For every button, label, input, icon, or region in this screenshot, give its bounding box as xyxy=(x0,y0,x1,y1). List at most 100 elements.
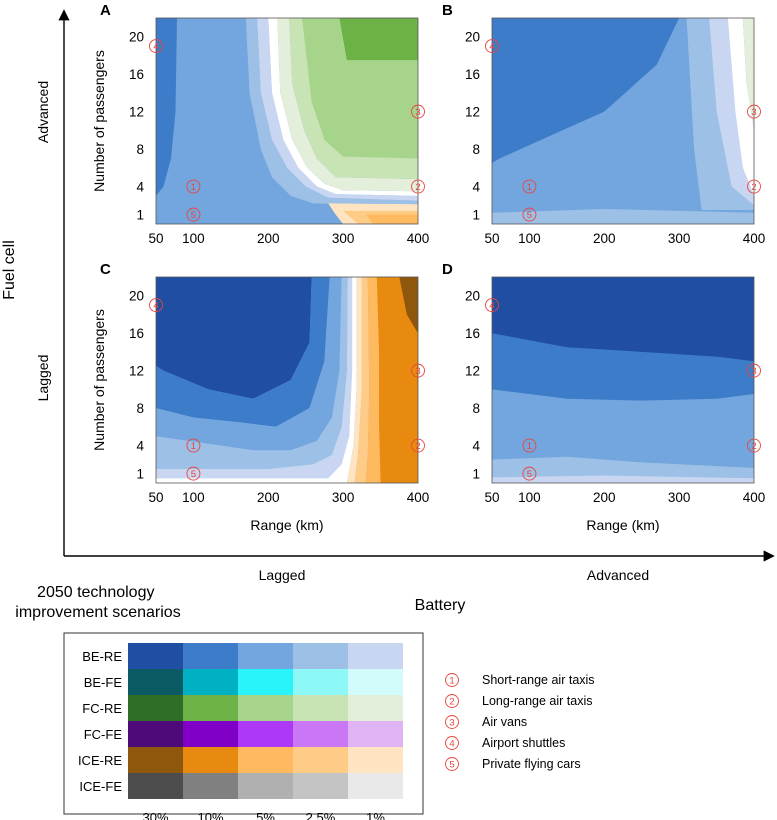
y-tick-label: 1 xyxy=(472,467,480,482)
y-tick-label: 8 xyxy=(136,142,144,157)
panel-frame xyxy=(155,276,419,484)
contour-band xyxy=(156,277,342,451)
legend-row-label: BE-RE xyxy=(82,649,122,664)
svg-text:3: 3 xyxy=(415,107,420,118)
x-tick-label: 100 xyxy=(518,490,541,505)
svg-text:2: 2 xyxy=(415,441,420,452)
y-axis-label: Number of passengers xyxy=(91,50,107,192)
row-label-lagged: Lagged xyxy=(35,355,51,402)
x-tick-label: 100 xyxy=(182,231,205,246)
y-outer-label: Fuel cell xyxy=(1,240,18,300)
x-tick-label: 50 xyxy=(484,490,499,505)
y-tick-label: 4 xyxy=(472,180,480,195)
contour-band xyxy=(354,277,370,483)
contour-band xyxy=(727,18,754,196)
x-tick-label: 200 xyxy=(257,490,280,505)
col-label-lagged: Lagged xyxy=(259,567,306,583)
svg-text:5: 5 xyxy=(527,469,532,480)
contour-band xyxy=(346,277,362,483)
x-tick-label: 400 xyxy=(407,490,430,505)
x-tick-label: 50 xyxy=(148,490,163,505)
legend-swatch xyxy=(348,773,403,799)
y-tick-label: 20 xyxy=(129,30,144,45)
legend-swatch xyxy=(293,721,348,747)
marker: 2 xyxy=(747,438,761,453)
legend-swatch xyxy=(128,695,183,721)
marker-legend-item: 3 Air vans xyxy=(445,715,527,729)
y-tick-label: 4 xyxy=(472,439,480,454)
marker: 3 xyxy=(747,363,761,378)
marker: 5 xyxy=(522,207,537,222)
x-tick-label: 400 xyxy=(743,490,766,505)
y-tick-label: 4 xyxy=(136,439,144,454)
x-tick-label: 200 xyxy=(257,231,280,246)
legend-swatch xyxy=(348,643,403,669)
contour-band xyxy=(492,209,754,224)
svg-text:5: 5 xyxy=(191,210,196,221)
y-tick-label: 8 xyxy=(472,142,480,157)
legend-swatch xyxy=(183,773,238,799)
svg-text:5: 5 xyxy=(527,210,532,221)
svg-text:3: 3 xyxy=(415,366,420,377)
legend-swatch xyxy=(348,669,403,695)
x-tick-label: 50 xyxy=(148,231,163,246)
marker: 4 xyxy=(149,298,163,313)
svg-text:4: 4 xyxy=(489,42,494,53)
svg-text:3: 3 xyxy=(751,366,756,377)
x-tick-label: 100 xyxy=(518,231,541,246)
legend-swatch xyxy=(238,747,293,773)
marker: 2 xyxy=(747,179,761,194)
legend-frame xyxy=(63,632,424,815)
x-tick-label: 300 xyxy=(332,490,355,505)
legend-swatch xyxy=(238,695,293,721)
contour-band xyxy=(156,277,330,427)
y-tick-label: 1 xyxy=(136,467,144,482)
marker-legend-item: 2 Long-range air taxis xyxy=(445,694,592,708)
svg-text:Airport shuttles: Airport shuttles xyxy=(482,736,565,750)
row-label-advanced: Advanced xyxy=(35,81,51,143)
x-outer-label: Battery xyxy=(415,597,466,614)
legend-swatch xyxy=(348,721,403,747)
contour-band xyxy=(156,277,353,479)
x-tick-label: 400 xyxy=(407,231,430,246)
x-tick-label: 50 xyxy=(484,231,499,246)
contour-band xyxy=(365,214,418,224)
legend-level-label: 10% xyxy=(197,810,223,820)
marker: 4 xyxy=(485,39,499,54)
y-tick-label: 20 xyxy=(465,30,480,45)
svg-text:2: 2 xyxy=(751,441,756,452)
y-tick-label: 20 xyxy=(129,289,144,304)
x-axis-label: Range (km) xyxy=(250,517,323,533)
contour-band xyxy=(156,277,312,399)
marker: 3 xyxy=(411,363,425,378)
legend-swatch xyxy=(183,695,238,721)
y-tick-label: 12 xyxy=(129,364,144,379)
marker-legend-item: 4 Airport shuttles xyxy=(445,736,565,750)
legend-row-label: FC-FE xyxy=(84,727,123,742)
marker-legend-item: 5 Private flying cars xyxy=(445,757,581,771)
legend-swatch xyxy=(348,695,403,721)
x-tick-label: 200 xyxy=(593,490,616,505)
y-tick-label: 1 xyxy=(472,208,480,223)
legend-swatch xyxy=(128,643,183,669)
y-tick-label: 16 xyxy=(129,326,144,341)
x-tick-label: 300 xyxy=(668,490,691,505)
y-tick-label: 8 xyxy=(472,401,480,416)
marker: 4 xyxy=(485,298,499,313)
svg-text:2: 2 xyxy=(415,182,420,193)
panel-letter: D xyxy=(442,261,453,278)
y-tick-label: 1 xyxy=(136,208,144,223)
y-axis-label: Number of passengers xyxy=(91,309,107,451)
svg-text:1: 1 xyxy=(191,182,196,193)
legend-swatch xyxy=(293,643,348,669)
scenario-title: 2050 technology improvement scenarios xyxy=(15,584,180,621)
svg-text:5: 5 xyxy=(191,469,196,480)
marker: 1 xyxy=(186,438,201,453)
y-tick-label: 16 xyxy=(129,67,144,82)
x-tick-label: 400 xyxy=(743,231,766,246)
legend-swatch xyxy=(128,747,183,773)
svg-text:5: 5 xyxy=(449,760,454,771)
